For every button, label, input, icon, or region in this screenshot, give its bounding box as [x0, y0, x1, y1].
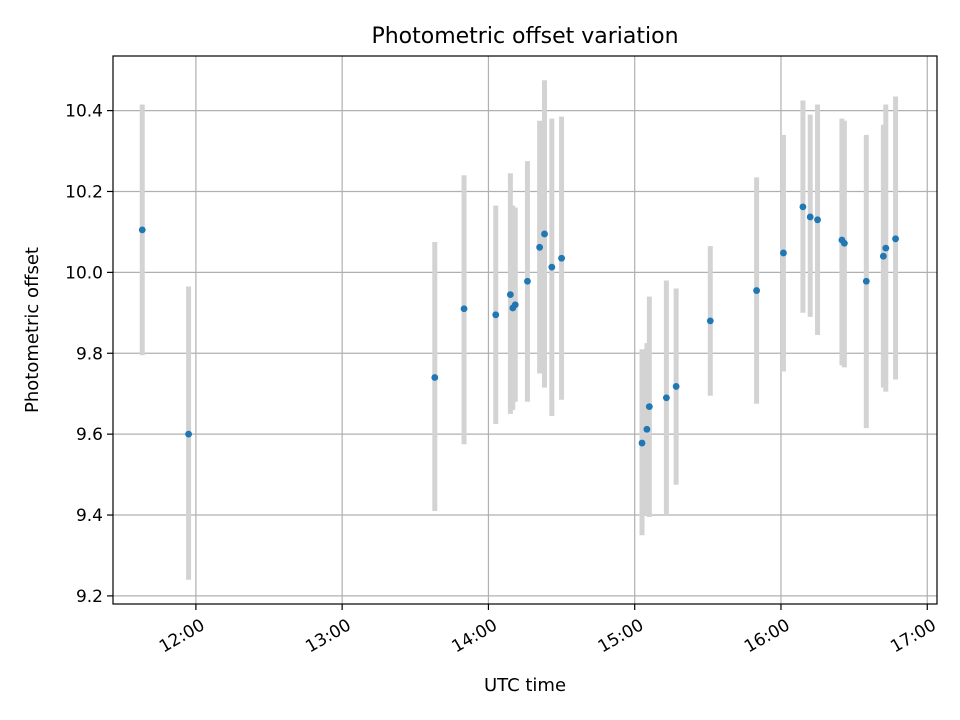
data-point — [558, 254, 565, 262]
x-tick-label: 16:00 — [741, 615, 793, 657]
data-point — [643, 425, 651, 433]
data-point — [840, 239, 848, 247]
y-tick-label: 10.2 — [65, 182, 103, 202]
x-tick-label: 13:00 — [302, 615, 354, 657]
y-axis-label: Photometric offset — [22, 247, 43, 413]
data-point — [662, 394, 670, 402]
data-point — [862, 277, 870, 285]
y-tick-label: 10.0 — [65, 263, 103, 283]
data-point — [638, 439, 646, 447]
y-tick-label: 9.8 — [76, 344, 103, 364]
plot-frame — [112, 55, 938, 605]
y-tick-label: 9.6 — [76, 425, 103, 445]
data-point — [506, 291, 514, 299]
x-axis-ticks: 12:00 13:00 14:00 15:00 16:00 17:00 — [156, 604, 940, 657]
data-point — [645, 403, 653, 411]
data-point — [672, 383, 680, 390]
data-point — [524, 277, 531, 285]
data-point — [460, 305, 468, 313]
data-point — [892, 235, 899, 243]
data-point — [548, 263, 556, 271]
data-point — [541, 230, 548, 238]
data-point — [511, 301, 519, 309]
data-point — [806, 213, 814, 221]
data-point — [753, 287, 760, 294]
x-tick-label: 12:00 — [156, 615, 208, 657]
data-point — [431, 374, 439, 381]
y-axis-ticks: 9.2 9.4 9.6 9.8 10.0 10.2 10.4 — [65, 102, 113, 607]
data-point — [814, 216, 821, 224]
y-tick-label: 9.4 — [76, 506, 103, 526]
x-axis-label: UTC time — [484, 675, 566, 696]
chart-title: Photometric offset variation — [371, 24, 678, 49]
x-tick-label: 17:00 — [887, 615, 939, 657]
data-point — [780, 249, 787, 257]
x-tick-label: 14:00 — [448, 615, 500, 657]
data-point — [879, 252, 887, 260]
error-bars — [139, 80, 899, 580]
y-tick-label: 10.4 — [65, 102, 103, 122]
data-point — [185, 430, 192, 438]
data-point — [799, 203, 807, 211]
x-tick-label: 15:00 — [595, 615, 647, 657]
data-point — [536, 243, 544, 251]
y-tick-label: 9.2 — [76, 587, 103, 607]
data-point — [882, 244, 890, 252]
data-point — [706, 317, 714, 325]
data-point — [492, 311, 500, 319]
data-points — [138, 203, 899, 447]
data-point — [138, 226, 146, 234]
